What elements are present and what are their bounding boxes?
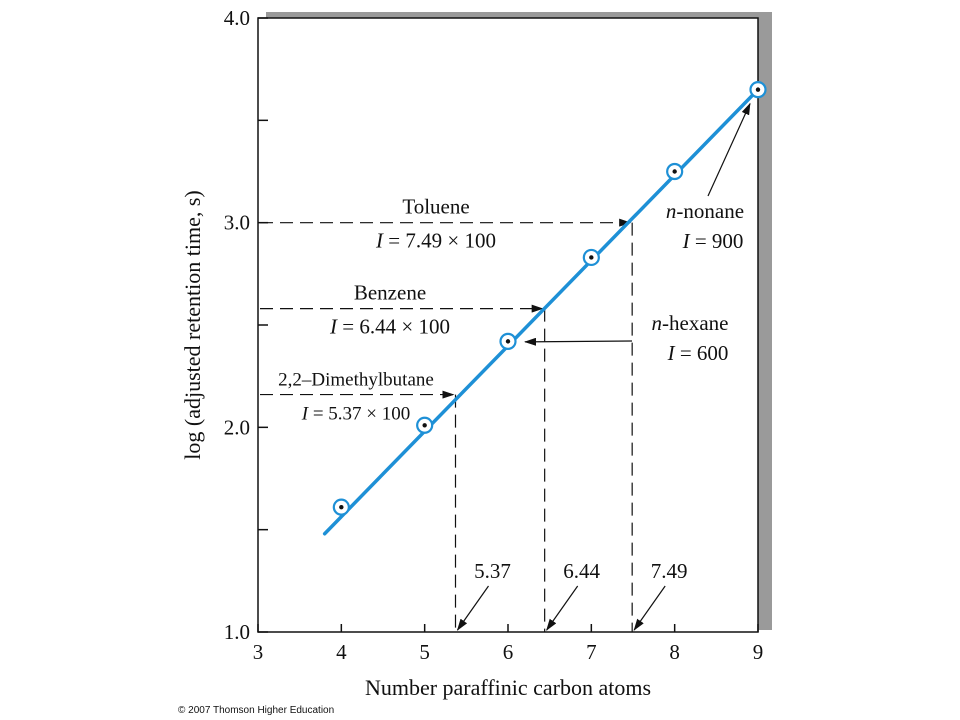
x-tick-label: 8 (669, 640, 680, 664)
y-tick-label: 4.0 (224, 6, 250, 30)
benzene-label: Benzene (354, 281, 426, 305)
data-point-center (589, 255, 594, 260)
toluene-x-value-label: 7.49 (651, 559, 688, 583)
y-tick-label: 3.0 (224, 211, 250, 235)
axis-ticks: 3 4 5 6 7 8 9 1.0 2.0 3.0 4.0 (224, 6, 764, 664)
dimethylbutane-x-value-label: 5.37 (474, 559, 511, 583)
fit-line (322, 87, 760, 536)
y-axis-label: log (adjusted retention time, s) (180, 190, 205, 459)
benzene-x-value-arrow (546, 585, 579, 631)
x-tick-label: 6 (503, 640, 514, 664)
x-tick-label: 9 (753, 640, 764, 664)
data-point-center (422, 423, 427, 428)
hexane-label: n-hexane (652, 311, 729, 335)
copyright-notice: © 2007 Thomson Higher Education (178, 705, 335, 716)
data-point-center (755, 87, 761, 92)
y-tick-label: 2.0 (224, 415, 250, 439)
data-point-center (672, 169, 677, 174)
toluene-index-label: I = 7.49 × 100 (375, 229, 496, 253)
dimethylbutane-x-value-arrow (456, 585, 489, 631)
toluene-label: Toluene (402, 195, 469, 219)
nonane-index-label: I = 900 (682, 229, 744, 253)
hexane-arrow (524, 337, 633, 346)
nonane-arrow (707, 102, 751, 197)
toluene-x-value-arrow (633, 585, 666, 631)
data-point-center (339, 504, 344, 510)
data-series (322, 81, 767, 536)
y-tick-label: 1.0 (224, 620, 250, 644)
hexane-index-label: I = 600 (667, 341, 729, 365)
x-tick-label: 5 (419, 640, 430, 664)
dimethylbutane-index-label: I = 5.37 × 100 (301, 404, 411, 425)
x-axis-label: Number paraffinic carbon atoms (365, 675, 651, 700)
annotations: Toluene I = 7.49 × 100 7.49 Benzene I = 6.44… (260, 102, 751, 632)
benzene-x-value-label: 6.44 (563, 559, 600, 583)
plot-area (257, 17, 759, 633)
nonane-label: n-nonane (666, 199, 744, 223)
benzene-index-label: I = 6.44 × 100 (329, 315, 450, 339)
x-tick-label: 7 (586, 640, 597, 664)
x-tick-label: 3 (253, 640, 264, 664)
dimethylbutane-label: 2,2–Dimethylbutane (278, 370, 434, 391)
data-point-center (505, 339, 511, 344)
x-tick-label: 4 (336, 640, 347, 664)
